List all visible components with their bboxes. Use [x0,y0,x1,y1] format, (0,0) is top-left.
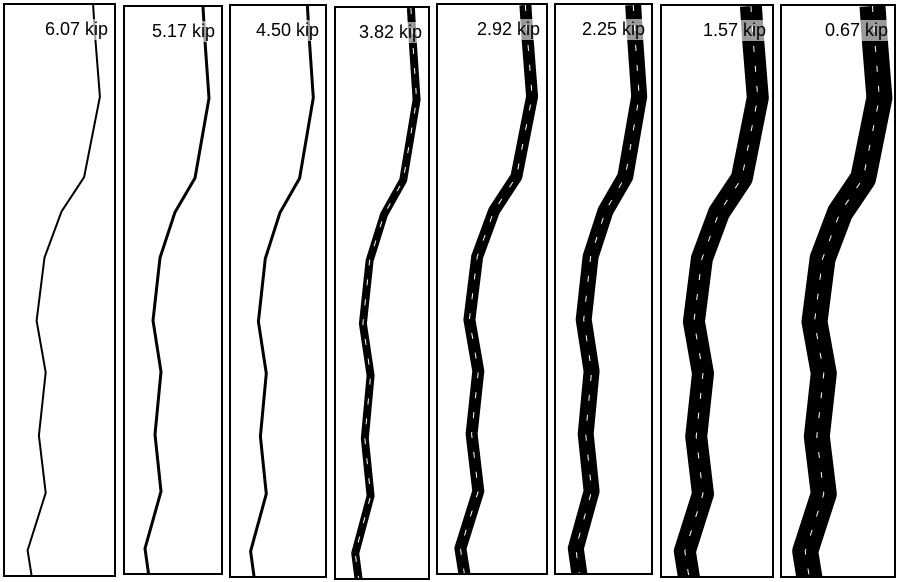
crack-image [5,5,116,577]
crack-panel: 3.82 kip [334,6,430,580]
crack-image [336,8,430,580]
crack [145,7,209,575]
crack-panel: 4.50 kip [229,4,327,578]
load-label: 1.57 kip [703,20,766,41]
load-label: 5.17 kip [152,21,215,42]
crack [805,6,879,578]
crack [460,5,532,575]
load-label: 4.50 kip [256,20,319,41]
crack-panel: 0.67 kip [780,4,896,578]
crack [355,8,416,580]
load-label: 0.67 kip [825,20,888,41]
load-label: 6.07 kip [45,19,108,40]
crack [685,6,758,578]
crack-image [231,6,327,578]
load-label: 2.92 kip [477,19,540,40]
crack [251,6,314,578]
crack-image [125,7,223,575]
crack-image [556,5,653,575]
crack-panel: 2.25 kip [554,3,653,575]
crack [576,5,639,575]
crack-panel: 1.57 kip [660,4,774,578]
crack-panel: 2.92 kip [436,3,548,575]
crack-panel: 5.17 kip [123,5,223,575]
crack-image [782,6,896,578]
crack [28,5,100,577]
figure: 6.07 kip 5.17 kip 4.50 kip 3.82 kip 2.92 kip… [0,0,899,582]
crack-panel: 6.07 kip [3,3,116,577]
crack-image [662,6,774,578]
load-label: 3.82 kip [359,22,422,43]
crack-image [438,5,548,575]
load-label: 2.25 kip [582,19,645,40]
